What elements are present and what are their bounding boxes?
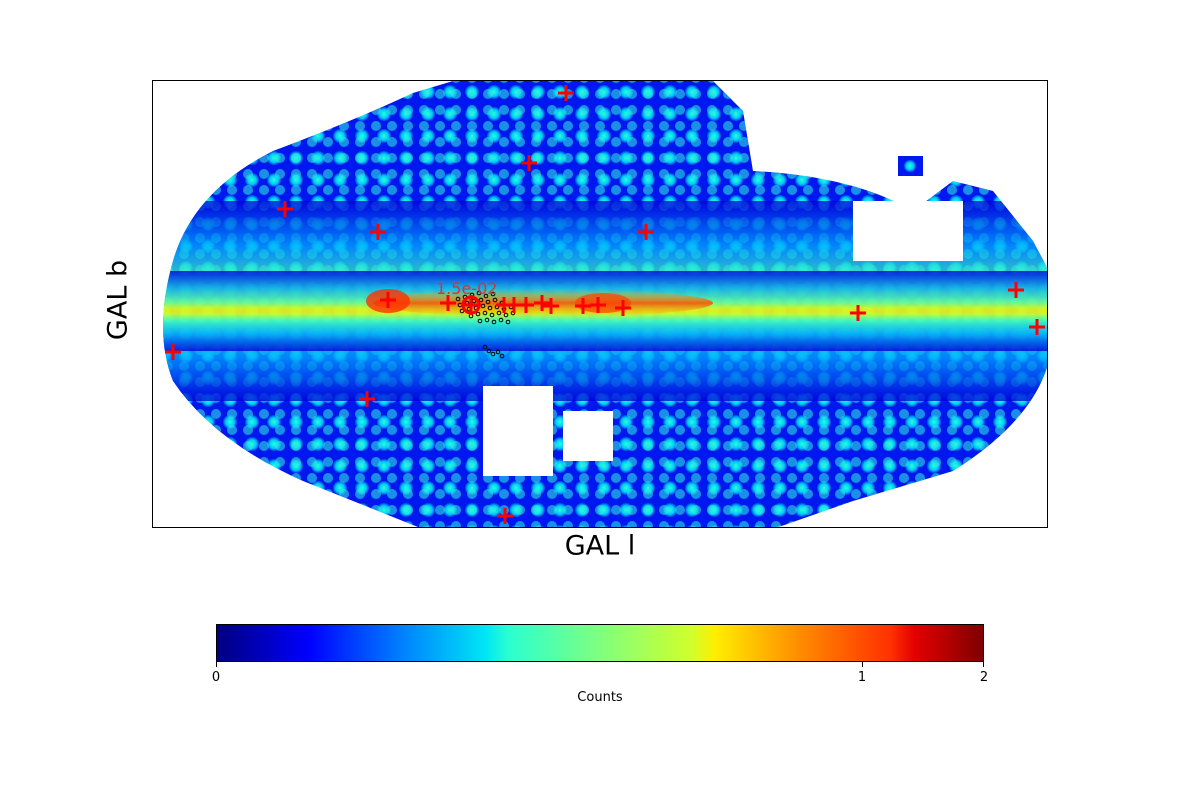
circle-marker — [461, 295, 481, 315]
red-cross-markers — [165, 85, 1045, 524]
colorbar-ticklabel-2: 2 — [979, 670, 989, 685]
colorbar-ticklabel-0: 0 — [211, 670, 221, 685]
colorbar-label: Counts — [577, 690, 623, 705]
colorbar — [216, 624, 984, 662]
sky-map-image: 1.5e-02 — [163, 81, 1047, 527]
colorbar-tick-0 — [216, 662, 217, 667]
colorbar-tick-2 — [983, 662, 984, 667]
colorbar-tick-1 — [862, 662, 863, 667]
y-axis-label: GAL b — [102, 259, 134, 341]
sky-map-plot: 1.5e-02 — [152, 80, 1048, 528]
x-axis-label: GAL l — [564, 530, 636, 562]
colorbar-ticklabel-1: 1 — [857, 670, 867, 685]
annotation-label: 1.5e-02 — [436, 279, 497, 298]
